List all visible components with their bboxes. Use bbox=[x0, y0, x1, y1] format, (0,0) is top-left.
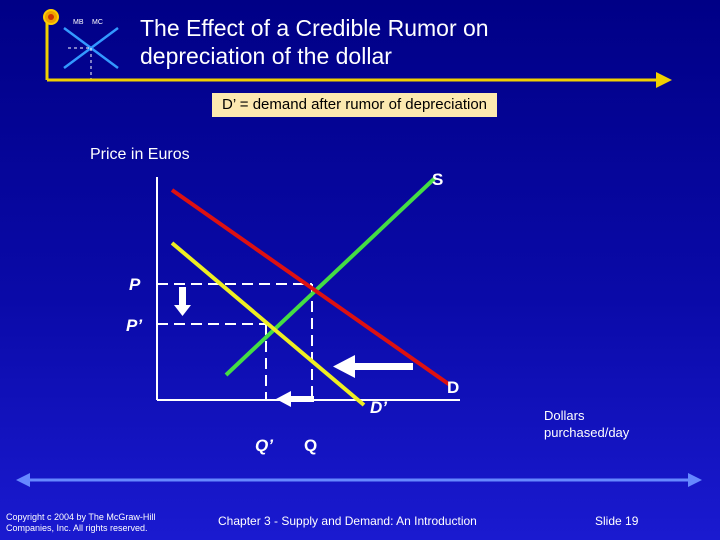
x-axis-label: Dollars purchased/day bbox=[544, 407, 629, 441]
quantity-shift-arrow bbox=[276, 391, 314, 407]
guide-lines bbox=[157, 283, 313, 400]
logo-icon bbox=[43, 9, 119, 80]
y-axis-label: Price in Euros bbox=[90, 146, 190, 163]
quantity-label: Q bbox=[304, 436, 318, 455]
x-axis-label-line1: Dollars bbox=[544, 408, 585, 423]
copyright-line1: Copyright c 2004 by The McGraw-Hill bbox=[6, 512, 156, 522]
logo-mc-label: MC bbox=[92, 19, 103, 26]
price-shift-arrow bbox=[174, 287, 191, 316]
demand-curve bbox=[170, 188, 452, 387]
quantity-new-label: Q’ bbox=[255, 436, 273, 455]
slide-number: Slide 19 bbox=[595, 514, 639, 528]
top-divider-arrow bbox=[47, 72, 672, 88]
demand-new-curve bbox=[170, 241, 366, 407]
copyright-line2: Companies, Inc. All rights reserved. bbox=[6, 523, 148, 533]
bottom-divider-arrow bbox=[16, 473, 702, 487]
demand-shift-arrow bbox=[333, 355, 413, 378]
logo-mb-label: MB bbox=[73, 19, 84, 26]
supply-curve bbox=[224, 176, 437, 377]
slide-title: The Effect of a Credible Rumor on deprec… bbox=[140, 14, 700, 70]
slide-title-line2: depreciation of the dollar bbox=[140, 43, 392, 69]
price-label: P bbox=[129, 275, 141, 294]
demand-new-label: D’ bbox=[370, 398, 387, 417]
price-new-label: P’ bbox=[126, 316, 143, 335]
x-axis-label-line2: purchased/day bbox=[544, 425, 630, 440]
supply-label: S bbox=[432, 170, 444, 189]
slide-title-line1: The Effect of a Credible Rumor on bbox=[140, 15, 489, 41]
legend-note: D’ = demand after rumor of depreciation bbox=[212, 93, 497, 117]
copyright-notice: Copyright c 2004 by The McGraw-Hill Comp… bbox=[6, 512, 155, 534]
demand-label: D bbox=[447, 378, 460, 397]
chapter-footer: Chapter 3 - Supply and Demand: An Introd… bbox=[218, 514, 477, 528]
